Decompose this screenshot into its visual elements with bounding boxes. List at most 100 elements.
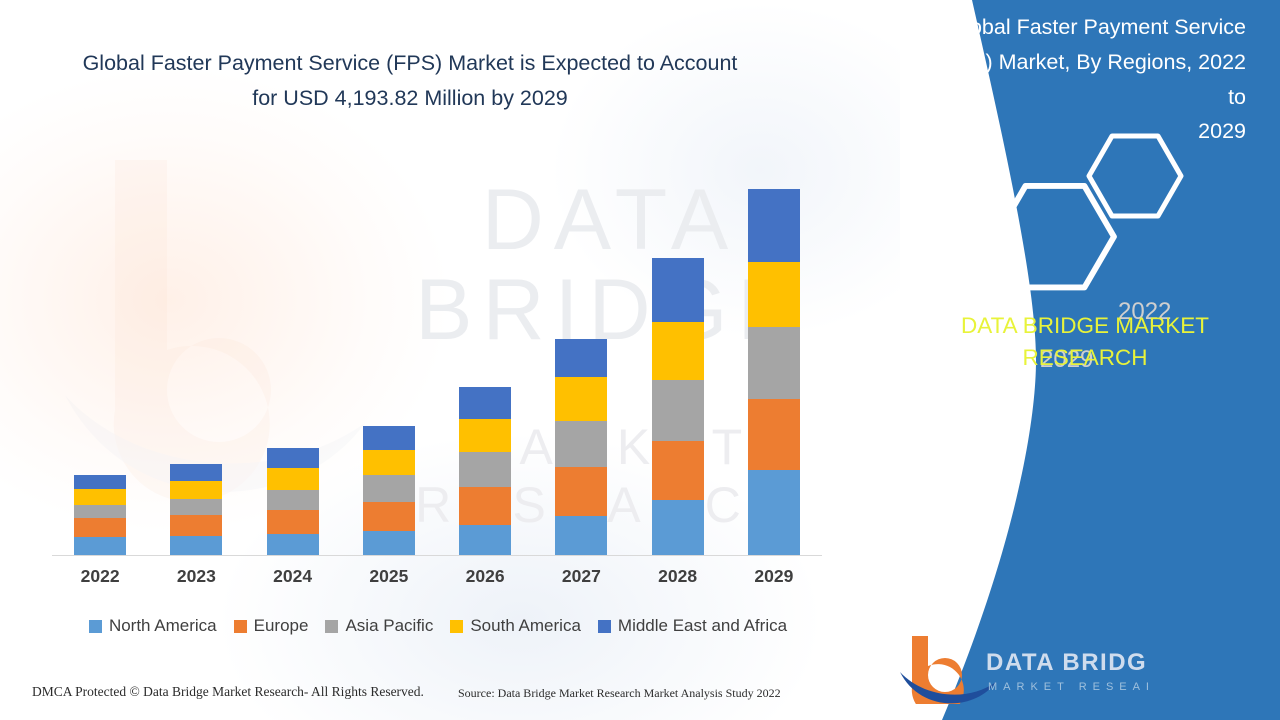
bar-slot	[245, 151, 341, 555]
hexagon-shapes-icon	[992, 133, 1184, 291]
bar-segment[interactable]	[170, 536, 223, 555]
legend-swatch-icon	[597, 619, 611, 633]
bar-segment[interactable]	[651, 322, 704, 381]
bar-segment[interactable]	[170, 499, 223, 516]
bar-segment[interactable]	[362, 426, 415, 451]
bar-segment[interactable]	[747, 261, 800, 328]
bar-segment[interactable]	[266, 510, 319, 535]
bar-segment[interactable]	[459, 525, 512, 555]
legend-swatch-icon	[450, 619, 464, 633]
bar-segment[interactable]	[555, 421, 608, 468]
hexagon-label-2029: 2029	[1040, 346, 1094, 373]
x-axis-labels: 2022 2023 2024 2025 2026 2027 2028 2029	[52, 566, 822, 587]
bar-segment[interactable]	[170, 481, 223, 500]
legend-label: Asia Pacific	[345, 616, 434, 635]
bar-slot	[52, 151, 148, 555]
bar-stack-2023[interactable]	[170, 464, 223, 555]
bar-group	[52, 151, 822, 555]
legend-item[interactable]: Asia Pacific	[325, 616, 433, 636]
bar-segment[interactable]	[266, 448, 319, 469]
bar-segment[interactable]	[362, 450, 415, 476]
panel-brand-line-2: RESEARCH	[1022, 344, 1148, 370]
x-axis-label-2025: 2025	[369, 566, 409, 586]
hexagon-group: 2022 2029	[962, 128, 1202, 373]
chart-title-line-2: for USD 4,193.82 Million by 2029	[252, 85, 568, 110]
bar-segment[interactable]	[459, 487, 512, 526]
bar-slot	[148, 151, 244, 555]
bar-segment[interactable]	[747, 470, 800, 555]
legend-swatch-icon	[325, 619, 339, 633]
bar-segment[interactable]	[459, 419, 512, 453]
hexagon-label-2022: 2022	[1118, 298, 1172, 325]
bar-segment[interactable]	[266, 534, 319, 555]
legend-item[interactable]: South America	[450, 616, 581, 636]
bar-segment[interactable]	[266, 490, 319, 511]
legend-label: North America	[108, 616, 217, 635]
legend-item[interactable]: Europe	[233, 616, 308, 636]
chart-title: Global Faster Payment Service (FPS) Mark…	[30, 46, 790, 116]
bar-segment[interactable]	[170, 464, 223, 482]
chart-legend: North America Europe Asia Pacific South Ame…	[48, 616, 828, 636]
bar-segment[interactable]	[459, 452, 512, 488]
bar-slot	[341, 151, 437, 555]
bar-segment[interactable]	[651, 441, 704, 501]
bar-segment[interactable]	[266, 468, 319, 491]
bar-slot	[630, 151, 726, 555]
bar-segment[interactable]	[747, 327, 800, 400]
bar-slot	[533, 151, 629, 555]
bar-segment[interactable]	[555, 467, 608, 517]
panel-background	[942, 0, 1280, 720]
chart-title-line-1: Global Faster Payment Service (FPS) Mark…	[82, 51, 738, 75]
bar-stack-2028[interactable]	[651, 257, 704, 555]
bar-segment[interactable]	[170, 515, 223, 537]
bar-segment[interactable]	[74, 505, 127, 519]
bar-segment[interactable]	[651, 257, 704, 323]
legend-item[interactable]: North America	[88, 616, 217, 636]
footer-source: Source: Data Bridge Market Research Mark…	[458, 686, 781, 700]
bar-stack-2025[interactable]	[362, 426, 415, 555]
bar-segment[interactable]	[651, 380, 704, 442]
bar-stack-2029[interactable]	[747, 188, 800, 555]
bar-slot	[437, 151, 533, 555]
footer-copyright: DMCA Protected © Data Bridge Market Rese…	[32, 684, 424, 699]
svg-text:MARKET RESEARCH: MARKET RESEARCH	[988, 681, 1148, 693]
bar-segment[interactable]	[362, 502, 415, 532]
bar-segment[interactable]	[555, 516, 608, 555]
bar-segment[interactable]	[74, 489, 127, 506]
panel-title-line-1: Global Faster Payment Service	[948, 15, 1246, 39]
bar-segment[interactable]	[651, 500, 704, 555]
x-axis-label-2027: 2027	[561, 566, 601, 586]
bar-segment[interactable]	[362, 475, 415, 503]
panel-title-line-3: 2029	[1198, 119, 1246, 144]
bar-segment[interactable]	[362, 531, 415, 555]
bar-segment[interactable]	[74, 475, 127, 490]
x-axis-line	[52, 555, 822, 556]
legend-label: Middle East and Africa	[617, 616, 788, 635]
x-axis-label-2026: 2026	[465, 566, 505, 586]
bar-segment[interactable]	[555, 339, 608, 378]
legend-item[interactable]: Middle East and Africa	[597, 616, 788, 636]
chart-plot-area	[52, 150, 822, 556]
legend-swatch-icon	[233, 619, 247, 633]
right-panel: Global Faster Payment Service (FPS) Mark…	[840, 0, 1280, 720]
x-axis-label-2022: 2022	[80, 566, 120, 586]
panel-title-line-2: (FPS) Market, By Regions, 2022 to	[936, 49, 1246, 109]
bar-segment[interactable]	[747, 399, 800, 471]
panel-brand-line-1: DATA BRIDGE MARKET	[961, 313, 1209, 338]
bar-stack-2024[interactable]	[266, 448, 319, 555]
bar-segment[interactable]	[459, 387, 512, 420]
x-axis-label-2023: 2023	[176, 566, 216, 586]
bar-stack-2027[interactable]	[555, 339, 608, 555]
bar-stack-2022[interactable]	[74, 475, 127, 555]
panel-brand-text: DATA BRIDGE MARKET RESEARCH	[930, 310, 1240, 374]
bar-slot	[726, 151, 822, 555]
bar-segment[interactable]	[74, 537, 127, 555]
bar-stack-2026[interactable]	[459, 387, 512, 555]
bar-segment[interactable]	[555, 377, 608, 422]
bar-segment[interactable]	[747, 188, 800, 262]
bar-segment[interactable]	[74, 518, 127, 537]
svg-text:DATA BRIDGE: DATA BRIDGE	[986, 649, 1148, 676]
legend-swatch-icon	[88, 619, 102, 633]
x-axis-label-2029: 2029	[754, 566, 794, 586]
